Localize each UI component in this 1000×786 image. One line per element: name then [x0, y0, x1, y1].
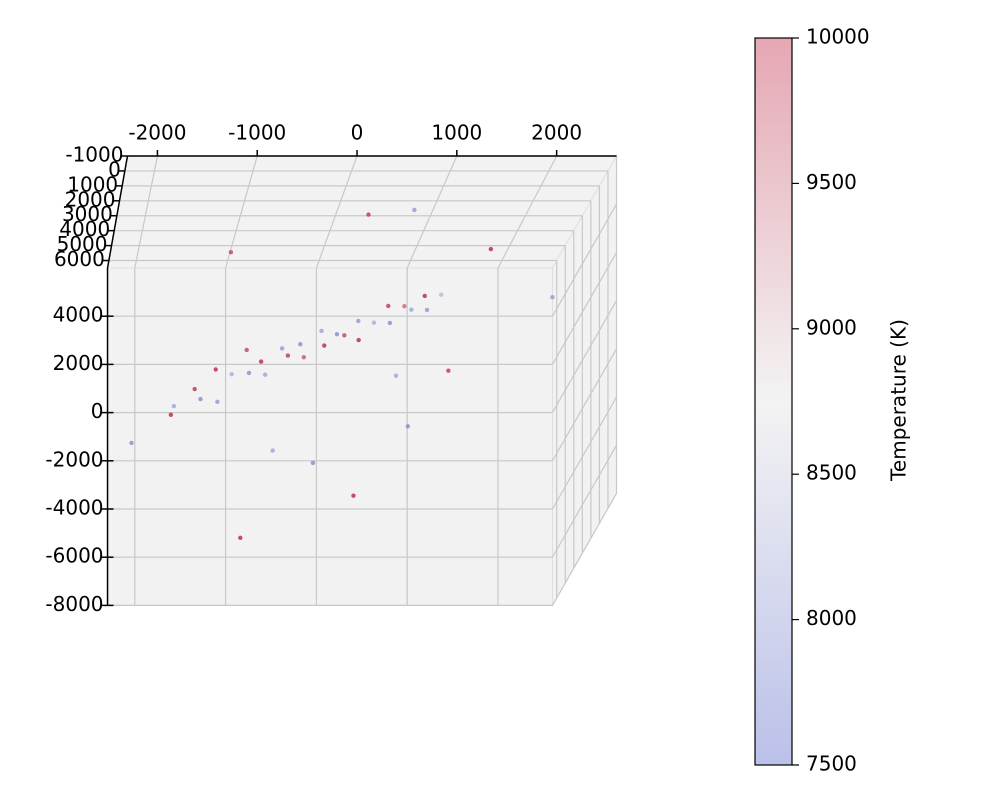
pane-top: [106, 155, 618, 269]
colorbar-tick-label: 10000: [806, 25, 870, 49]
grid-line: [406, 155, 458, 269]
colorbar-tick-label: 9500: [806, 170, 857, 194]
x-tick-label: 1000: [431, 121, 482, 145]
y-tick-label: 2000: [65, 187, 116, 211]
grid-line: [551, 396, 618, 510]
point: [356, 318, 361, 324]
grid-line: [551, 493, 618, 606]
point: [488, 246, 494, 252]
y-tick-label: 3000: [62, 202, 113, 226]
point: [238, 535, 243, 540]
point: [270, 448, 275, 453]
point: [387, 320, 393, 326]
y-tick-label: 0: [108, 157, 121, 181]
y-tick-label: 4000: [59, 217, 110, 241]
z-tick-label: 2000: [53, 351, 104, 375]
z-tick-label: -6000: [45, 544, 103, 568]
grid-line: [551, 203, 618, 317]
point: [228, 249, 234, 255]
point: [213, 367, 218, 372]
point: [412, 207, 417, 213]
point: [322, 343, 327, 348]
point: [351, 493, 356, 498]
y-tick-label: -1000: [65, 143, 123, 167]
grid-line: [315, 155, 358, 269]
point: [310, 460, 316, 466]
point: [246, 370, 252, 376]
colorbar: [755, 38, 792, 765]
point: [550, 295, 555, 300]
axes: -2000 -1000 0 1000 2000-10000100020003000400…: [45, 121, 617, 616]
grid-line: [551, 300, 618, 413]
point: [319, 328, 324, 334]
z-tick-label: -2000: [45, 447, 103, 471]
point: [422, 293, 427, 299]
z-tick-label: -4000: [45, 496, 103, 520]
colorbar-tick-label: 9000: [806, 315, 857, 339]
points: [129, 207, 555, 540]
point: [371, 320, 377, 325]
point: [334, 331, 340, 337]
point: [438, 292, 444, 297]
point: [366, 212, 371, 217]
x-tick-label: -2000: [128, 121, 186, 145]
pane-front: [107, 267, 553, 606]
grid-line: [497, 155, 558, 269]
colorbar-label: Temperature (K): [887, 319, 911, 482]
point: [229, 372, 234, 377]
point: [192, 386, 197, 392]
x-tick-label: 2000: [531, 121, 582, 145]
point: [386, 303, 391, 309]
colorbar-tick-label: 8500: [806, 461, 857, 485]
point: [356, 337, 361, 343]
point: [129, 440, 134, 446]
point: [342, 333, 347, 338]
panes: [106, 154, 618, 608]
point: [244, 347, 249, 353]
grid-line: [134, 155, 159, 269]
y-tick-label: 1000: [67, 172, 118, 196]
colorbar-frame: [754, 37, 793, 766]
point: [285, 353, 291, 358]
point: [262, 372, 268, 377]
point: [298, 341, 303, 347]
x-tick-label: -1000: [228, 121, 286, 145]
point: [424, 307, 430, 313]
grid-line: [551, 444, 618, 558]
point: [393, 373, 399, 378]
point: [279, 346, 285, 351]
colorbar-tick-label: 8000: [806, 606, 857, 630]
z-tick-label: -8000: [45, 592, 103, 616]
point: [215, 399, 220, 404]
z-tick-label: 0: [91, 399, 104, 423]
point: [446, 368, 451, 373]
point: [405, 424, 411, 429]
y-tick-label: 5000: [57, 232, 108, 256]
y-axis: [106, 155, 129, 269]
y-tick-label: 6000: [54, 247, 105, 271]
point: [198, 396, 203, 402]
point: [301, 355, 307, 360]
colorbar-tick-label: 7500: [806, 752, 857, 776]
grid-line: [225, 155, 258, 269]
point: [402, 303, 407, 309]
grid-line: [551, 348, 618, 462]
point: [168, 412, 174, 418]
x-tick-label: 0: [351, 121, 364, 145]
point: [258, 359, 264, 364]
z-tick-label: 4000: [53, 303, 104, 327]
grid-line: [551, 252, 618, 365]
point: [409, 307, 414, 312]
point: [171, 403, 177, 409]
